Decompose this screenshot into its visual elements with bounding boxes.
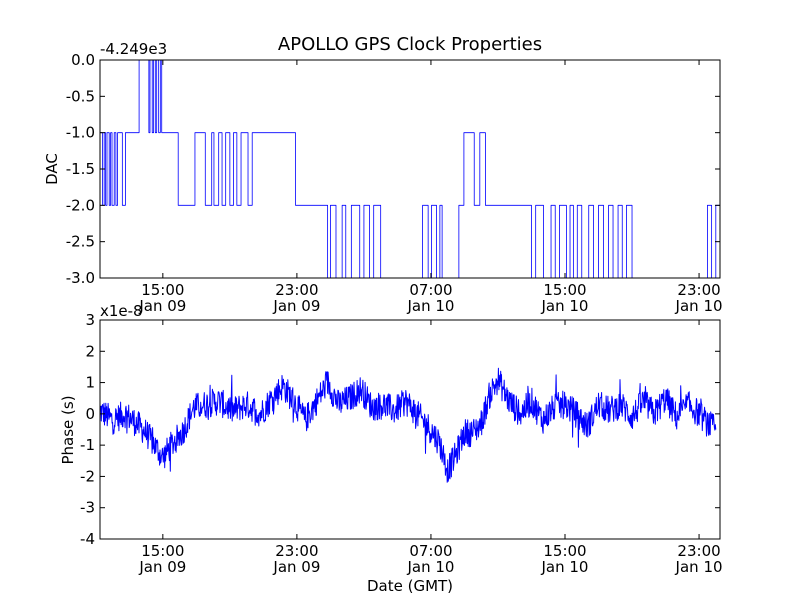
phase-y-tick-label: 0 (85, 405, 95, 423)
dac-y-tick-label: -1.0 (66, 124, 95, 142)
phase-plot-area (100, 320, 720, 539)
phase-y-tick-label: 2 (85, 342, 95, 360)
phase-x-tick-label-time: 15:00 (141, 542, 184, 560)
figure-title: APOLLO GPS Clock Properties (278, 34, 542, 55)
dac-y-tick-label: 0.0 (71, 51, 95, 69)
phase-y-tick-label: -4 (80, 530, 95, 548)
phase-x-tick-label-time: 23:00 (275, 542, 318, 560)
phase-x-tick-label-date: Jan 09 (272, 558, 320, 576)
phase-y-tick-label: 1 (85, 374, 95, 392)
dac-plot-area (100, 60, 720, 278)
phase-x-tick-label-time: 15:00 (543, 542, 586, 560)
dac-y-axis-label: DAC (43, 153, 61, 185)
dac-x-tick-label-date: Jan 10 (675, 297, 723, 315)
phase-x-tick-label-date: Jan 10 (541, 558, 589, 576)
dac-series-line (100, 59, 720, 279)
dac-y-tick-label: -1.5 (66, 160, 95, 178)
phase-y-tick-label: -2 (80, 467, 95, 485)
phase-y-axis-label: Phase (s) (59, 395, 77, 464)
dac-series-line-group (100, 59, 720, 279)
dac-x-tick-label-date: Jan 09 (272, 297, 320, 315)
dac-offset-label: -4.249e3 (100, 40, 167, 58)
phase-x-tick-label-time: 07:00 (409, 542, 452, 560)
phase-offset-label: x1e-8 (100, 302, 143, 320)
dac-x-tick-label-date: Jan 10 (406, 297, 454, 315)
dac-y-tick-label: -2.5 (66, 233, 95, 251)
dac-y-axis: 0.0 -0.5 -1.0 -1.5 -2.0 -2.5 -3.0 (66, 51, 720, 287)
dac-x-tick-label-date: Jan 10 (541, 297, 589, 315)
dac-y-tick-label: -3.0 (66, 269, 95, 287)
dac-x-tick-label-time: 15:00 (543, 281, 586, 299)
dac-x-tick-label-time: 07:00 (409, 281, 452, 299)
phase-y-tick-label: 3 (85, 311, 95, 329)
phase-y-tick-label: -1 (80, 436, 95, 454)
dac-x-tick-label-time: 23:00 (677, 281, 720, 299)
dac-x-tick-label-time: 23:00 (275, 281, 318, 299)
phase-x-tick-label-date: Jan 10 (406, 558, 454, 576)
dac-y-tick-label: -0.5 (66, 87, 95, 105)
dac-x-tick-label-time: 15:00 (141, 281, 184, 299)
phase-x-tick-label-date: Jan 09 (138, 558, 186, 576)
phase-series-line-group (99, 367, 717, 483)
phase-y-tick-label: -3 (80, 499, 95, 517)
phase-x-tick-label-time: 23:00 (677, 542, 720, 560)
phase-series-line (99, 367, 717, 483)
phase-x-tick-label-date: Jan 10 (675, 558, 723, 576)
dac-x-tick-label-date: Jan 09 (138, 297, 186, 315)
phase-y-axis: 3 2 1 0 -1 -2 -3 -4 (80, 311, 720, 548)
dac-y-tick-label: -2.0 (66, 196, 95, 214)
phase-plot-frame (99, 319, 721, 540)
phase-x-axis-label: Date (GMT) (367, 577, 453, 595)
